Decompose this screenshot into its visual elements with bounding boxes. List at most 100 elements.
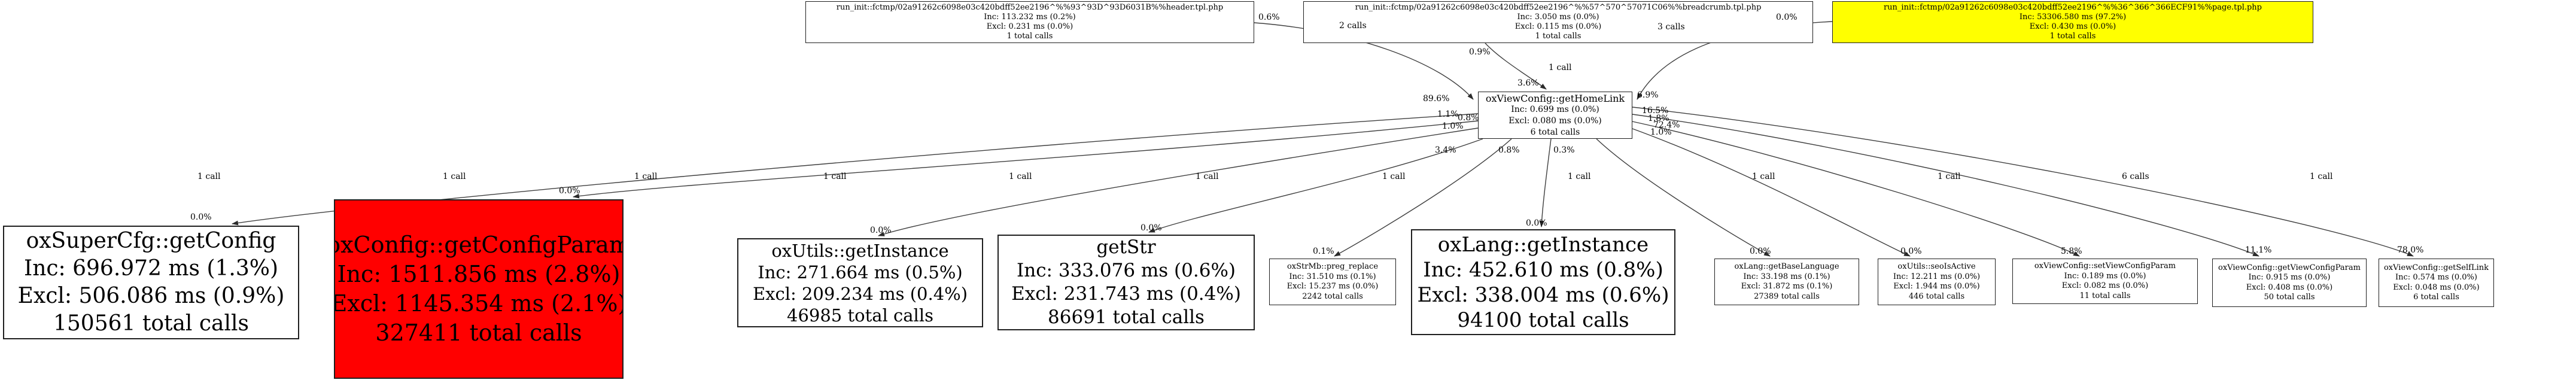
edge-calls-label: 1 call xyxy=(823,172,847,181)
node-total-calls: 2242 total calls xyxy=(1302,291,1363,301)
node-title: oxViewConfig::getSelfLink xyxy=(2383,263,2489,272)
node-exclusive-time: Excl: 0.408 ms (0.0%) xyxy=(2246,282,2333,292)
edge-gethomelink-to-getviewconfigparam xyxy=(1632,114,2259,257)
node-exclusive-time: Excl: 1.944 ms (0.0%) xyxy=(1893,282,1980,291)
edge-calls-label: 1 call xyxy=(1009,172,1032,181)
edge-gethomelink-to-preg-replace xyxy=(1334,138,1512,257)
node-title: oxUtils::getInstance xyxy=(771,240,949,261)
edge-tail-label: 0.3% xyxy=(1553,145,1575,155)
node-total-calls: 86691 total calls xyxy=(1048,306,1205,328)
node-total-calls: 6 total calls xyxy=(2413,293,2459,302)
node-exclusive-time: Excl: 0.082 ms (0.0%) xyxy=(2061,281,2149,290)
edge-gethomelink-to-getbaselanguage xyxy=(1596,138,1771,257)
node-title: oxSuperCfg::getConfig xyxy=(26,229,276,253)
node-inclusive-time: Inc: 333.076 ms (0.6%) xyxy=(1016,260,1236,281)
edge-gethomelink-to-getselflink xyxy=(1632,107,2414,257)
node-inclusive-time: Inc: 113.232 ms (0.2%) xyxy=(984,13,1076,22)
node-title: oxViewConfig::setViewConfigParam xyxy=(2034,262,2176,270)
node-title: oxLang::getBaseLanguage xyxy=(1734,262,1839,271)
edge-head-label: 6.9% xyxy=(1637,90,1659,100)
node-total-calls: 1 total calls xyxy=(2049,32,2096,41)
node-exclusive-time: Excl: 0.048 ms (0.0%) xyxy=(2393,282,2480,292)
node-total-calls: 46985 total calls xyxy=(787,305,933,326)
edge-head-label: 11.1% xyxy=(2245,245,2272,255)
node-oxviewconfig-setviewconfigparam: oxViewConfig::setViewConfigParam Inc: 0.… xyxy=(2012,259,2198,304)
node-exclusive-time: Excl: 0.080 ms (0.0%) xyxy=(1509,116,1602,126)
node-total-calls: 6 total calls xyxy=(1530,127,1580,137)
edge-calls-label: 1 call xyxy=(1382,172,1406,181)
edge-breadcrumb-to-gethomelink xyxy=(1485,42,1547,90)
edge-calls-label: 1 call xyxy=(197,172,221,181)
node-total-calls: 327411 total calls xyxy=(375,320,582,346)
node-inclusive-time: Inc: 1511.856 ms (2.8%) xyxy=(337,261,621,287)
edge-header-to-gethomelink xyxy=(1254,22,1474,100)
node-total-calls: 50 total calls xyxy=(2264,293,2315,302)
edge-tail-label: 0.9% xyxy=(1469,47,1491,57)
node-total-calls: 11 total calls xyxy=(2079,291,2131,300)
edge-tail-label: 0.0% xyxy=(1776,13,1798,22)
edge-gethomelink-to-seoisactive xyxy=(1632,128,1911,257)
edge-calls-label: 1 call xyxy=(1196,172,1219,181)
node-oxutils-getinstance: oxUtils::getInstance Inc: 271.664 ms (0.… xyxy=(737,238,983,327)
edge-gethomelink-to-getstr xyxy=(1148,138,1483,233)
edge-calls-label: 1 call xyxy=(443,172,466,181)
edge-tail-label: 0.8% xyxy=(1498,145,1520,155)
node-inclusive-time: Inc: 31.510 ms (0.1%) xyxy=(1289,272,1376,281)
edge-calls-label: 1 call xyxy=(1752,172,1775,181)
node-getstr: getStr Inc: 333.076 ms (0.6%) Excl: 231.… xyxy=(997,235,1255,330)
node-exclusive-time: Excl: 31.872 ms (0.1%) xyxy=(1741,282,1833,291)
edge-head-label: 0.0% xyxy=(1750,247,1771,256)
node-title: oxUtils::seoIsActive xyxy=(1897,262,1976,271)
node-title: oxLang::getInstance xyxy=(1437,232,1649,257)
node-oxviewconfig-getviewconfigparam: oxViewConfig::getViewConfigParam Inc: 0.… xyxy=(2212,259,2367,307)
node-exclusive-time: Excl: 0.231 ms (0.0%) xyxy=(986,22,1073,31)
node-total-calls: 1 total calls xyxy=(1535,32,1582,41)
node-total-calls: 94100 total calls xyxy=(1457,308,1629,332)
edge-head-label: 3.6% xyxy=(1517,78,1539,88)
node-inclusive-time: Inc: 3.050 ms (0.0%) xyxy=(1517,13,1599,22)
node-title: oxConfig::getConfigParam xyxy=(334,232,624,258)
node-title: run_init::fctmp/02a91262c6098e03c420bdff… xyxy=(836,3,1224,12)
node-oxlang-getinstance: oxLang::getInstance Inc: 452.610 ms (0.8… xyxy=(1411,229,1675,335)
edge-tail-label: 1.0% xyxy=(1442,121,1464,131)
node-title: oxViewConfig::getHomeLink xyxy=(1485,92,1625,104)
node-title: getStr xyxy=(1096,236,1156,258)
edge-head-label: 0.0% xyxy=(870,226,892,235)
node-inclusive-time: Inc: 0.699 ms (0.0%) xyxy=(1511,104,1599,114)
node-inclusive-time: Inc: 0.915 ms (0.0%) xyxy=(2248,273,2331,282)
edge-gethomelink-to-getconfigparam xyxy=(573,120,1479,199)
node-exclusive-time: Excl: 209.234 ms (0.4%) xyxy=(752,283,968,304)
node-total-calls: 446 total calls xyxy=(1908,291,1965,301)
node-total-calls: 27389 total calls xyxy=(1754,291,1820,301)
node-total-calls: 150561 total calls xyxy=(53,311,250,336)
node-inclusive-time: Inc: 271.664 ms (0.5%) xyxy=(758,262,963,282)
edge-head-label: 5.8% xyxy=(2061,247,2082,256)
edge-calls-label: 6 calls xyxy=(2122,172,2149,181)
edge-tail-label: 16.5% xyxy=(1642,106,1669,116)
edge-calls-label: 1 call xyxy=(1938,172,1961,181)
edge-head-label: 78.0% xyxy=(2397,245,2424,255)
node-exclusive-time: Excl: 0.430 ms (0.0%) xyxy=(2029,22,2116,31)
edge-head-label: 0.0% xyxy=(559,186,580,196)
edge-head-label: 0.0% xyxy=(190,212,212,222)
node-inclusive-time: Inc: 0.189 ms (0.0%) xyxy=(2064,271,2146,281)
edge-head-label: 0.1% xyxy=(1313,247,1334,256)
node-oxviewconfig-getselflink: oxViewConfig::getSelfLink Inc: 0.574 ms … xyxy=(2379,259,2494,307)
edge-head-label: 89.6% xyxy=(1423,94,1450,104)
node-inclusive-time: Inc: 53306.580 ms (97.2%) xyxy=(2019,13,2127,22)
edge-calls-label: 1 call xyxy=(634,172,658,181)
node-oxstrmb-preg-replace: oxStrMb::preg_replace Inc: 31.510 ms (0.… xyxy=(1269,259,1396,305)
edge-calls-label: 1 call xyxy=(1549,63,1572,72)
node-oxconfig-getconfigparam-hot: oxConfig::getConfigParam Inc: 1511.856 m… xyxy=(334,199,624,379)
edge-tail-label: 3.4% xyxy=(1435,145,1456,155)
node-total-calls: 1 total calls xyxy=(1006,32,1053,41)
node-exclusive-time: Excl: 1145.354 ms (2.1%) xyxy=(334,290,624,317)
edge-tail-label: 0.6% xyxy=(1258,13,1280,22)
edge-head-label: 0.0% xyxy=(1900,247,1922,256)
node-title: oxViewConfig::getViewConfigParam xyxy=(2218,263,2361,272)
edge-calls-label: 1 call xyxy=(1568,172,1591,181)
node-exclusive-time: Excl: 506.086 ms (0.9%) xyxy=(17,284,285,308)
node-inclusive-time: Inc: 33.198 ms (0.1%) xyxy=(1743,272,1830,281)
